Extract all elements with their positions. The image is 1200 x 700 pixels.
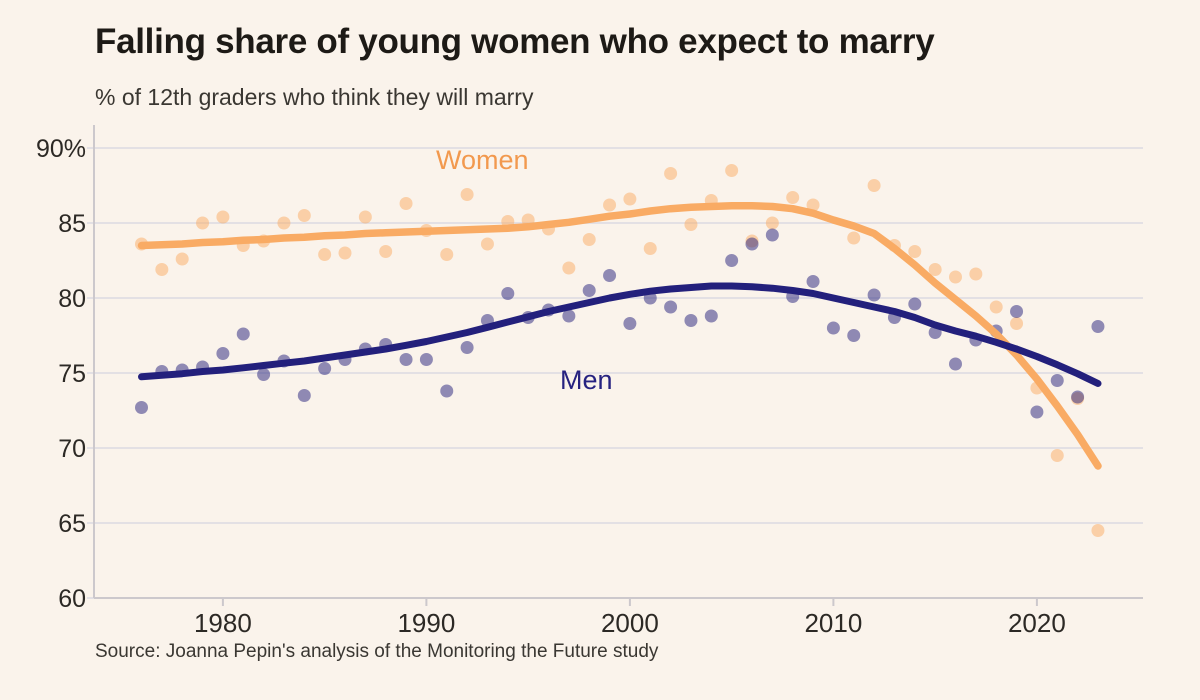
scatter-dot-women-1989 [399, 197, 413, 210]
y-tick-label-80: 80 [58, 285, 86, 313]
scatter-dot-women-1997 [562, 261, 576, 275]
chart-title: Falling share of young women who expect … [95, 22, 935, 61]
y-tick-label-70: 70 [58, 435, 86, 463]
scatter-dot-women-1985 [318, 248, 332, 261]
scatter-dot-women-2014 [908, 245, 922, 258]
scatter-dot-men-2022 [1071, 390, 1085, 404]
scatter-dot-women-1984 [297, 209, 311, 222]
scatter-dot-men-1985 [318, 362, 332, 375]
scatter-dot-women-2003 [684, 218, 698, 231]
scatter-dot-men-2016 [949, 357, 962, 371]
scatter-dot-men-1982 [257, 368, 271, 381]
scatter-dot-men-2000 [623, 317, 637, 330]
series-label-women: Women [436, 145, 529, 175]
scatter-dot-men-2002 [664, 300, 678, 314]
scatter-dot-women-1992 [460, 188, 474, 201]
scatter-dot-men-2021 [1050, 374, 1064, 387]
scatter-dot-men-1981 [236, 327, 250, 341]
y-tick-label-85: 85 [58, 210, 86, 238]
scatter-dot-women-1983 [277, 216, 291, 230]
scatter-dot-women-1978 [175, 252, 189, 266]
scatter-dot-women-2008 [786, 191, 800, 204]
scatter-dot-women-2021 [1050, 449, 1064, 462]
chart-subtitle: % of 12th graders who think they will ma… [95, 84, 534, 110]
scatter-dot-men-1980 [216, 347, 230, 360]
scatter-dot-women-1998 [582, 233, 596, 246]
scatter-dot-men-1990 [419, 353, 433, 366]
x-tick-label-2000: 2000 [601, 608, 659, 638]
source-note: Source: Joanna Pepin's analysis of the M… [95, 641, 659, 662]
scatter-dot-women-1987 [358, 210, 372, 224]
scatter-dot-women-1980 [216, 210, 230, 224]
scatter-dot-men-2006 [745, 237, 759, 251]
scatter-dot-men-1998 [582, 284, 596, 297]
y-tick-label-75: 75 [58, 360, 86, 388]
scatter-dot-men-1976 [135, 401, 148, 414]
scatter-dot-women-2011 [847, 231, 861, 245]
scatter-dot-men-1994 [501, 287, 515, 300]
scatter-dot-men-2023 [1091, 320, 1105, 333]
scatter-dot-men-2003 [684, 314, 698, 327]
scatter-dot-women-2005 [725, 164, 739, 177]
scatter-dot-men-2009 [806, 275, 820, 288]
scatter-dot-women-2016 [949, 270, 962, 284]
scatter-dot-women-2009 [806, 198, 820, 212]
scatter-dot-men-2005 [725, 254, 739, 267]
scatter-dot-women-2001 [643, 242, 657, 255]
scatter-dot-men-2004 [704, 309, 718, 323]
scatter-dot-women-1988 [379, 245, 393, 258]
trend-line-women [137, 201, 1102, 470]
trend-line-men [138, 282, 1102, 387]
scatter-dot-women-2007 [765, 216, 779, 230]
scatter-dot-men-1999 [603, 269, 617, 282]
scatter-dot-women-1993 [480, 237, 494, 251]
x-tick-label-2010: 2010 [804, 608, 862, 638]
scatter-dot-men-2010 [826, 321, 840, 335]
scatter-dot-men-2011 [847, 329, 861, 342]
scatter-dot-men-1989 [399, 353, 413, 366]
y-tick-label-60: 60 [58, 585, 86, 613]
scatter-dot-women-2012 [867, 179, 881, 192]
x-tick-label-1990: 1990 [397, 608, 455, 638]
scatter-dot-men-2014 [908, 297, 922, 311]
y-tick-label-90: 90% [36, 135, 86, 163]
scatter-dot-men-2020 [1030, 405, 1044, 419]
scatter-dot-men-1984 [297, 389, 311, 402]
scatter-dot-men-1992 [460, 341, 474, 354]
scatter-dot-women-2015 [928, 263, 942, 276]
scatter-dot-women-2019 [1010, 317, 1024, 330]
scatter-dot-men-2019 [1010, 305, 1024, 318]
scatter-dot-women-1986 [338, 246, 352, 260]
scatter-dot-women-1979 [196, 216, 210, 230]
scatter-dot-women-2000 [623, 192, 637, 206]
scatter-dot-men-1997 [562, 309, 576, 323]
x-tick-label-2020: 2020 [1008, 608, 1066, 638]
scatter-dot-men-2012 [867, 288, 881, 302]
scatter-dot-women-1991 [440, 248, 454, 261]
x-tick-label-1980: 1980 [194, 608, 252, 638]
scatter-dot-women-2018 [989, 300, 1003, 314]
scatter-dot-women-2002 [664, 167, 678, 180]
scatter-dot-men-1991 [440, 384, 454, 398]
y-tick-label-65: 65 [58, 510, 86, 538]
scatter-dot-men-2007 [765, 228, 779, 242]
series-label-men: Men [560, 365, 613, 395]
scatter-dot-women-1999 [603, 198, 617, 212]
scatter-dot-women-2023 [1091, 524, 1105, 537]
scatter-dot-women-1977 [155, 263, 169, 276]
scatter-dot-women-2017 [969, 267, 983, 281]
